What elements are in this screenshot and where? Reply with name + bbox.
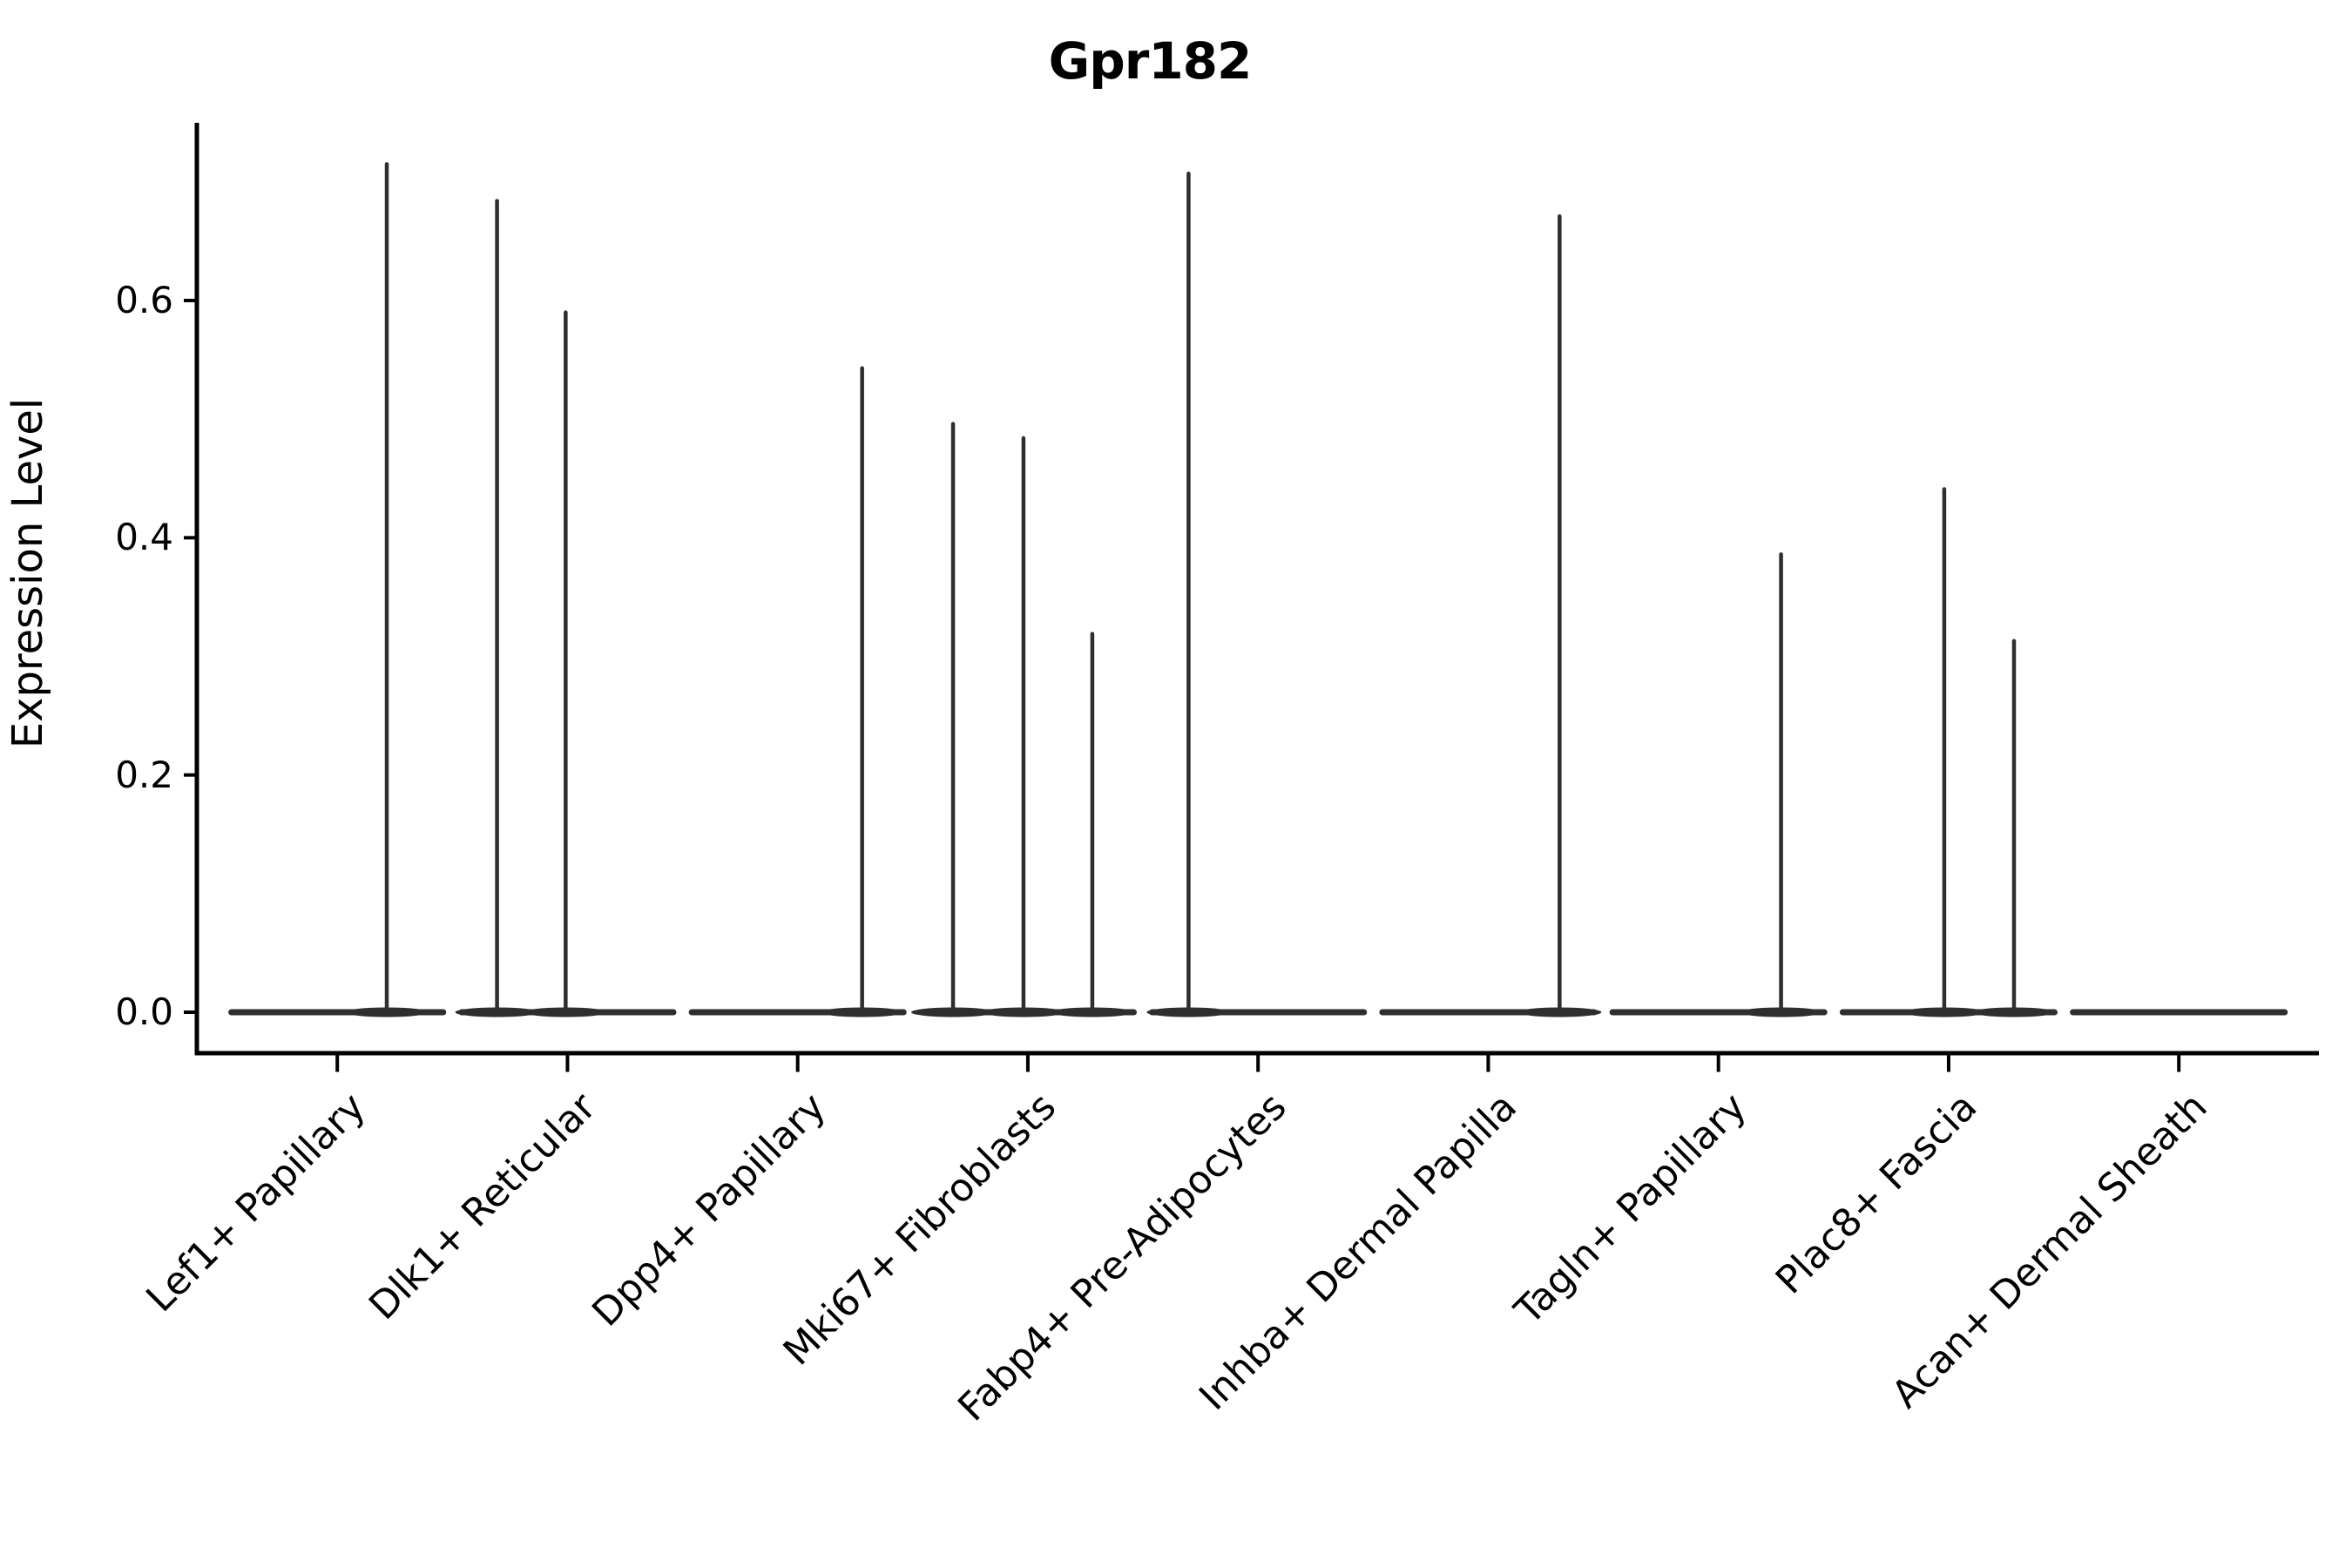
y-tick-label: 0.4 <box>115 516 173 559</box>
chart-title: Gpr182 <box>1048 31 1253 91</box>
y-tick-label: 0.2 <box>115 753 173 796</box>
y-tick-label: 0.0 <box>115 990 173 1033</box>
y-tick-label: 0.6 <box>115 278 173 321</box>
